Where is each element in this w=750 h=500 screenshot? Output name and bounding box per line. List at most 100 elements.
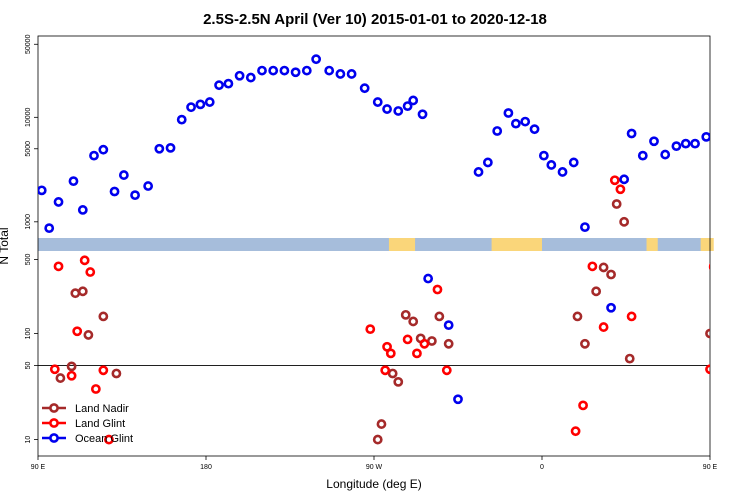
data-points — [38, 54, 750, 445]
legend-marker — [49, 418, 59, 428]
land-nadir-point — [591, 286, 602, 297]
ocean-glint-point — [649, 136, 659, 147]
ocean-glint-point — [402, 101, 413, 112]
land-nadir-point — [426, 336, 437, 346]
land-nadir-point — [729, 290, 736, 297]
ocean-glint-point — [53, 197, 64, 207]
land-nadir-point — [111, 368, 122, 379]
land-glint-point — [85, 267, 96, 277]
land-band — [646, 238, 658, 251]
land-glint-point — [723, 372, 730, 379]
land-glint-point — [98, 365, 109, 376]
ocean-glint-point — [393, 106, 404, 116]
ocean-glint-point — [154, 143, 165, 154]
ocean-glint-point — [44, 223, 55, 234]
ocean-glint-point — [671, 141, 682, 152]
land-glint-point — [626, 311, 637, 322]
ocean-glint-point — [176, 114, 187, 125]
ocean-glint-point — [301, 65, 312, 76]
ocean-glint-point — [626, 128, 637, 139]
land-nadir-point — [742, 331, 749, 338]
land-glint-point — [79, 255, 90, 266]
ocean-glint-point — [290, 67, 301, 78]
legend: Land Nadir Land Glint Ocean Glint — [42, 403, 133, 445]
ocean-glint-point — [712, 165, 719, 172]
ocean-glint-point — [118, 170, 129, 180]
land-glint-point — [729, 328, 736, 335]
ocean-glint-point — [557, 167, 568, 177]
land-nadir-point — [572, 311, 583, 322]
ocean-glint-point — [568, 157, 579, 168]
land-glint-point — [708, 263, 710, 270]
ocean-glint-point — [143, 181, 154, 191]
ocean-glint-point — [637, 150, 648, 161]
ocean-glint-point — [482, 157, 493, 168]
land-nadir-point — [376, 419, 387, 429]
ocean-glint-point — [346, 69, 357, 79]
x-tick-label: 90 E — [703, 464, 718, 471]
land-nadir-point — [434, 311, 445, 322]
ocean-glint-point — [408, 95, 419, 106]
ocean-glint-point — [690, 138, 700, 149]
land-nadir-point — [387, 368, 398, 379]
legend-marker — [49, 433, 59, 443]
land-glint-point — [441, 365, 452, 376]
ocean-glint-point — [744, 198, 750, 205]
land-glint-point — [742, 268, 749, 275]
land-glint-point — [72, 326, 83, 337]
ocean-glint-point — [68, 176, 79, 187]
land-glint-point — [609, 175, 620, 186]
land-nadir-point — [83, 330, 94, 340]
ocean-glint-point — [731, 225, 738, 232]
ocean-glint-point — [257, 65, 267, 76]
ocean-glint-point — [538, 150, 549, 161]
land-glint-point — [365, 324, 376, 335]
y-tick-label: 1000 — [25, 214, 32, 230]
ocean-glint-point — [38, 185, 47, 196]
land-glint-point — [66, 370, 77, 381]
land-band — [700, 238, 714, 251]
legend-label: Ocean Glint — [75, 433, 133, 445]
land-nadir-point — [98, 311, 109, 322]
ocean-glint-point — [443, 320, 454, 331]
ocean-glint-point — [77, 205, 88, 215]
ocean-glint-point — [311, 54, 322, 65]
land-glint-point — [587, 261, 598, 272]
ocean-glint-point — [223, 78, 234, 89]
ocean-glint-point — [109, 186, 120, 197]
land-glint-point — [736, 257, 743, 264]
ocean-glint-point — [382, 104, 392, 114]
y-tick-label: 500 — [25, 253, 32, 265]
land-glint-point — [104, 434, 114, 445]
ocean-glint-point — [723, 187, 730, 194]
ocean-glint-point — [546, 160, 557, 170]
land-nadir-point — [70, 288, 81, 299]
land-nadir-point — [393, 376, 404, 387]
land-nadir-point — [708, 264, 710, 271]
ocean-glint-point — [606, 302, 616, 313]
ocean-glint-point — [89, 150, 99, 161]
land-nadir-point — [606, 269, 616, 280]
land-glint-point — [53, 261, 64, 272]
ocean-glint-point — [279, 65, 290, 76]
land-glint-point — [49, 364, 60, 375]
ocean-band — [38, 238, 710, 251]
ocean-glint-point — [245, 72, 256, 83]
land-nadir-point — [719, 362, 726, 369]
ocean-glint-point — [503, 108, 514, 118]
land-nadir-point — [77, 286, 88, 297]
land-glint-point — [380, 365, 391, 376]
ocean-glint-point — [98, 144, 109, 155]
land-nadir-point — [443, 338, 454, 349]
land-nadir-point — [624, 353, 635, 364]
ocean-glint-point — [335, 69, 346, 79]
ocean-glint-point — [680, 138, 691, 149]
ocean-glint-point — [473, 167, 484, 177]
ocean-glint-point — [195, 99, 206, 110]
y-tick-label: 50000 — [25, 34, 32, 54]
ocean-glint-point — [204, 97, 215, 107]
land-glint-point — [385, 348, 396, 359]
land-glint-point — [90, 384, 101, 394]
land-band — [491, 238, 542, 251]
ocean-glint-point — [580, 222, 590, 233]
